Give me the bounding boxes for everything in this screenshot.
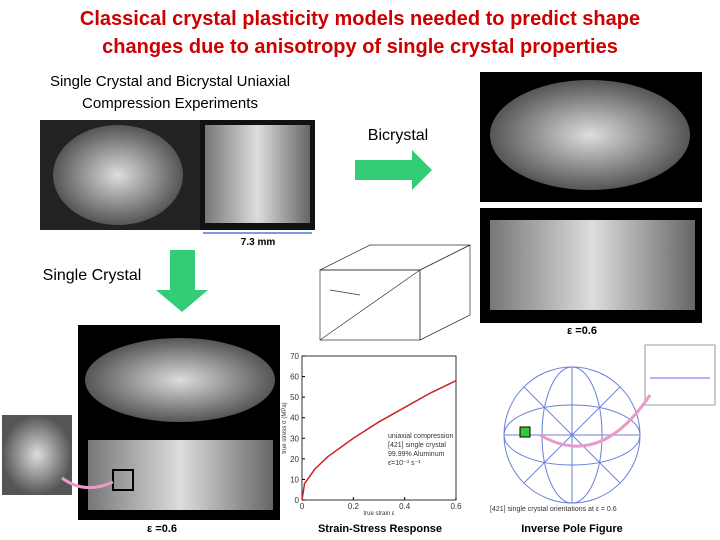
photo <box>53 125 183 225</box>
photo <box>2 415 72 495</box>
subtitle: Compression Experiments <box>82 95 258 112</box>
y-tick-label: 70 <box>290 352 299 361</box>
caption: Inverse Pole Figure <box>521 523 622 535</box>
y-tick-label: 10 <box>290 475 299 484</box>
legend-text: uniaxial compression <box>388 433 453 440</box>
x-tick-label: 0 <box>300 502 305 511</box>
arrow <box>156 250 208 312</box>
legend-text: [421] single crystal <box>388 442 446 449</box>
photo <box>490 220 695 310</box>
y-tick-label: 40 <box>290 414 299 423</box>
arrow <box>61 476 114 490</box>
crystal-diagram <box>319 244 471 341</box>
y-tick-label: 20 <box>290 455 299 464</box>
y-tick-label: 0 <box>295 496 300 505</box>
arrow <box>355 150 432 190</box>
label: Single Crystal <box>43 267 142 284</box>
label: ε =0.6 <box>567 325 597 337</box>
x-axis-label: true strain ε <box>363 511 394 517</box>
x-tick-label: 0.4 <box>399 502 411 511</box>
plot-frame <box>301 355 457 501</box>
highlight <box>519 426 531 438</box>
subtitle: Single Crystal and Bicrystal Uniaxial <box>50 73 290 90</box>
y-tick-label: 30 <box>290 434 299 443</box>
caption: Strain-Stress Response <box>318 523 442 535</box>
legend-text: ε̇=10⁻³ s⁻¹ <box>388 460 421 467</box>
legend-text: 99.99% Aluminum <box>388 451 445 458</box>
y-tick-label: 60 <box>290 373 299 382</box>
curve <box>301 380 457 501</box>
label: Bicrystal <box>368 127 428 144</box>
y-tick-label: 50 <box>290 393 299 402</box>
note: [421] single crystal orientations at ε =… <box>490 506 617 513</box>
x-tick-label: 0.2 <box>348 502 360 511</box>
photo <box>205 125 310 223</box>
title: changes due to anisotropy of single crys… <box>102 36 618 58</box>
inset <box>644 344 716 406</box>
y-axis-label: true stress σ (MPa) <box>282 402 288 453</box>
x-tick-label: 0.6 <box>450 502 462 511</box>
title: Classical crystal plasticity models need… <box>80 8 640 30</box>
scale: 7.3 mm <box>241 237 276 248</box>
arrow <box>539 394 652 448</box>
highlight <box>112 469 134 491</box>
photo <box>490 80 690 190</box>
photo <box>85 338 275 422</box>
label: ε =0.6 <box>147 523 177 535</box>
photo <box>88 440 273 510</box>
